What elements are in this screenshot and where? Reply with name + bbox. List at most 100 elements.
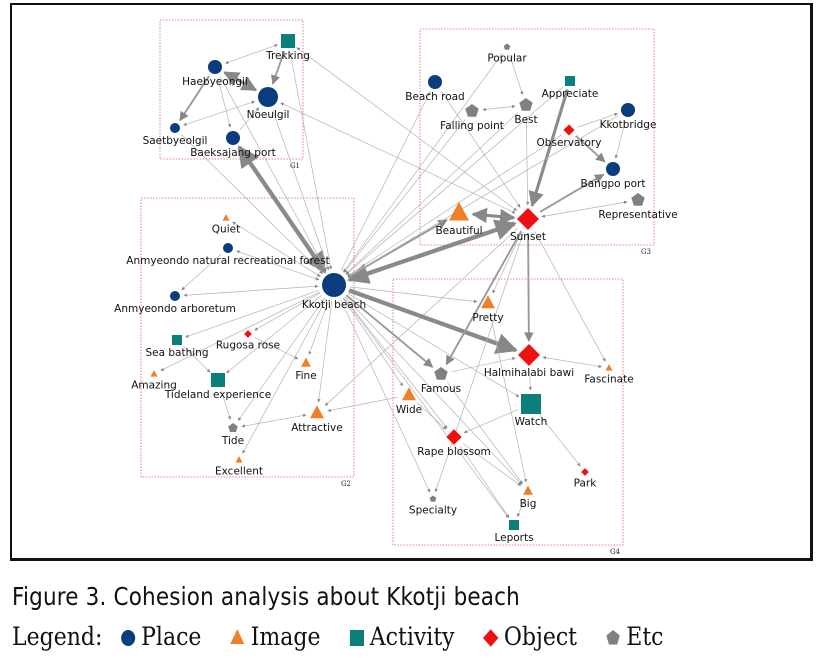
node-label: Baeksajang port [190, 147, 276, 159]
edge-kkotji-rapeblossom [343, 297, 448, 429]
node-arboretum[interactable]: Anmyeondo arboretum [114, 291, 236, 315]
node-label: Quiet [212, 224, 240, 236]
image-triangle-icon [310, 405, 324, 419]
edge-kkotji-watch [347, 292, 520, 398]
triangle-icon [230, 628, 245, 644]
legend-title: Legend: [12, 622, 103, 651]
node-tide[interactable]: Tide [221, 423, 244, 447]
node-pretty[interactable]: Pretty [472, 295, 504, 324]
node-label: Halmihalabi bawi [484, 367, 574, 379]
node-amazing[interactable]: Amazing [131, 370, 177, 392]
legend: Legend: Place Image Activity Object Etc [12, 622, 690, 651]
figure-caption: Figure 3. Cohesion analysis about Kkotji… [12, 582, 520, 611]
etc-pentagon-icon [519, 98, 533, 111]
edge-sunset-fascinate [534, 231, 606, 362]
image-triangle-icon [235, 456, 243, 463]
object-diamond-icon [517, 208, 539, 230]
node-forest[interactable]: Anmyeondo natural recreational forest [126, 243, 330, 267]
place-circle-icon [621, 103, 635, 117]
node-label: Anmyeondo natural recreational forest [126, 255, 329, 267]
node-tideland[interactable]: Tideland experience [164, 373, 271, 401]
node-beautiful[interactable]: Beautiful [435, 202, 483, 237]
node-saetbyeolgil[interactable]: Saetbyeolgil [143, 123, 208, 147]
node-beachroad[interactable]: Beach road [405, 75, 465, 103]
image-triangle-icon [222, 214, 230, 221]
edge-wide-attractive [327, 396, 399, 413]
edge-observatory-kkotji [347, 134, 562, 277]
node-kkotbridge[interactable]: Kkotbridge [600, 103, 657, 131]
edge-kkotbridge-bangpo [614, 120, 626, 159]
node-fine[interactable]: Fine [295, 357, 317, 383]
edge-fallingpoint-best [482, 104, 516, 112]
node-sunset[interactable]: Sunset [510, 208, 546, 243]
edge-popular-best [509, 54, 524, 95]
node-fallingpoint[interactable]: Falling point [440, 104, 504, 132]
node-label: Park [574, 478, 598, 490]
group-label-g3: G3 [641, 248, 651, 256]
edge-rugosa-fine [254, 337, 299, 360]
edge-kkotji-beautiful [347, 219, 448, 278]
edge-kkotji-pretty [349, 286, 478, 304]
edge-big-leports [517, 499, 525, 518]
node-trekking[interactable]: Trekking [265, 34, 310, 62]
node-representative[interactable]: Representative [598, 193, 678, 221]
node-baeksajang[interactable]: Baeksajang port [190, 131, 276, 159]
legend-item-activity: Activity [347, 622, 455, 651]
node-label: Haebyeongil [182, 76, 248, 88]
node-label: Beautiful [435, 225, 482, 237]
activity-square-icon [565, 76, 575, 86]
node-famous[interactable]: Famous [421, 367, 461, 395]
node-park[interactable]: Park [574, 468, 598, 490]
place-circle-icon [208, 60, 222, 74]
place-circle-icon [258, 87, 278, 107]
legend-image-triangle-icon [230, 628, 245, 644]
edge-seabathing-tideland [183, 346, 211, 373]
etc-pentagon-icon [434, 367, 448, 380]
node-haebyeongil[interactable]: Haebyeongil [182, 60, 248, 88]
node-excellent[interactable]: Excellent [215, 456, 263, 478]
node-noeulgil[interactable]: Noeulgil [247, 87, 290, 121]
edge-kkotji-attractive [317, 300, 333, 403]
node-label: Falling point [440, 120, 504, 132]
legend-label: Place [141, 622, 202, 651]
node-label: Pretty [472, 312, 503, 324]
node-fascinate[interactable]: Fascinate [584, 364, 634, 386]
node-rapeblossom[interactable]: Rape blossom [417, 429, 491, 458]
node-rugosa[interactable]: Rugosa rose [216, 330, 280, 352]
edge-kkotji-tideland [226, 294, 322, 374]
node-label: Saetbyeolgil [143, 135, 208, 147]
node-popular[interactable]: Popular [487, 43, 527, 65]
node-label: Sea bathing [145, 347, 208, 359]
etc-pentagon-icon [228, 423, 238, 432]
node-halmihalabi[interactable]: Halmihalabi bawi [484, 344, 574, 379]
node-attractive[interactable]: Attractive [291, 405, 343, 434]
node-bangpo[interactable]: Bangpo port [581, 162, 646, 190]
node-label: Noeulgil [247, 109, 290, 121]
node-specialty[interactable]: Specialty [409, 495, 457, 517]
edge-beachroad-sunset [440, 90, 521, 208]
node-label: Observatory [537, 137, 602, 149]
place-circle-icon [170, 123, 180, 133]
node-appreciate[interactable]: Appreciate [542, 76, 599, 100]
node-quiet[interactable]: Quiet [212, 214, 240, 236]
node-label: Amazing [131, 380, 177, 392]
activity-square-icon [211, 373, 225, 387]
image-triangle-icon [301, 357, 311, 367]
edge-haebyeongil-baeksajang [217, 77, 232, 128]
node-wide[interactable]: Wide [396, 387, 422, 416]
legend-etc-pentagon-icon [606, 629, 620, 644]
node-label: Appreciate [542, 88, 599, 100]
node-observatory[interactable]: Observatory [537, 124, 602, 150]
node-kkotji[interactable]: Kkotji beach [302, 273, 366, 311]
diamond-icon [482, 628, 499, 647]
node-leports[interactable]: Leports [494, 520, 534, 544]
figure-frame [10, 3, 813, 561]
group-label-g4: G4 [610, 548, 621, 556]
node-big[interactable]: Big [520, 485, 537, 511]
node-seabathing[interactable]: Sea bathing [145, 335, 209, 359]
node-watch[interactable]: Watch [515, 394, 548, 428]
pentagon-icon [606, 629, 620, 644]
place-circle-icon [226, 131, 240, 145]
node-best[interactable]: Best [514, 98, 538, 126]
activity-square-icon [521, 394, 541, 414]
